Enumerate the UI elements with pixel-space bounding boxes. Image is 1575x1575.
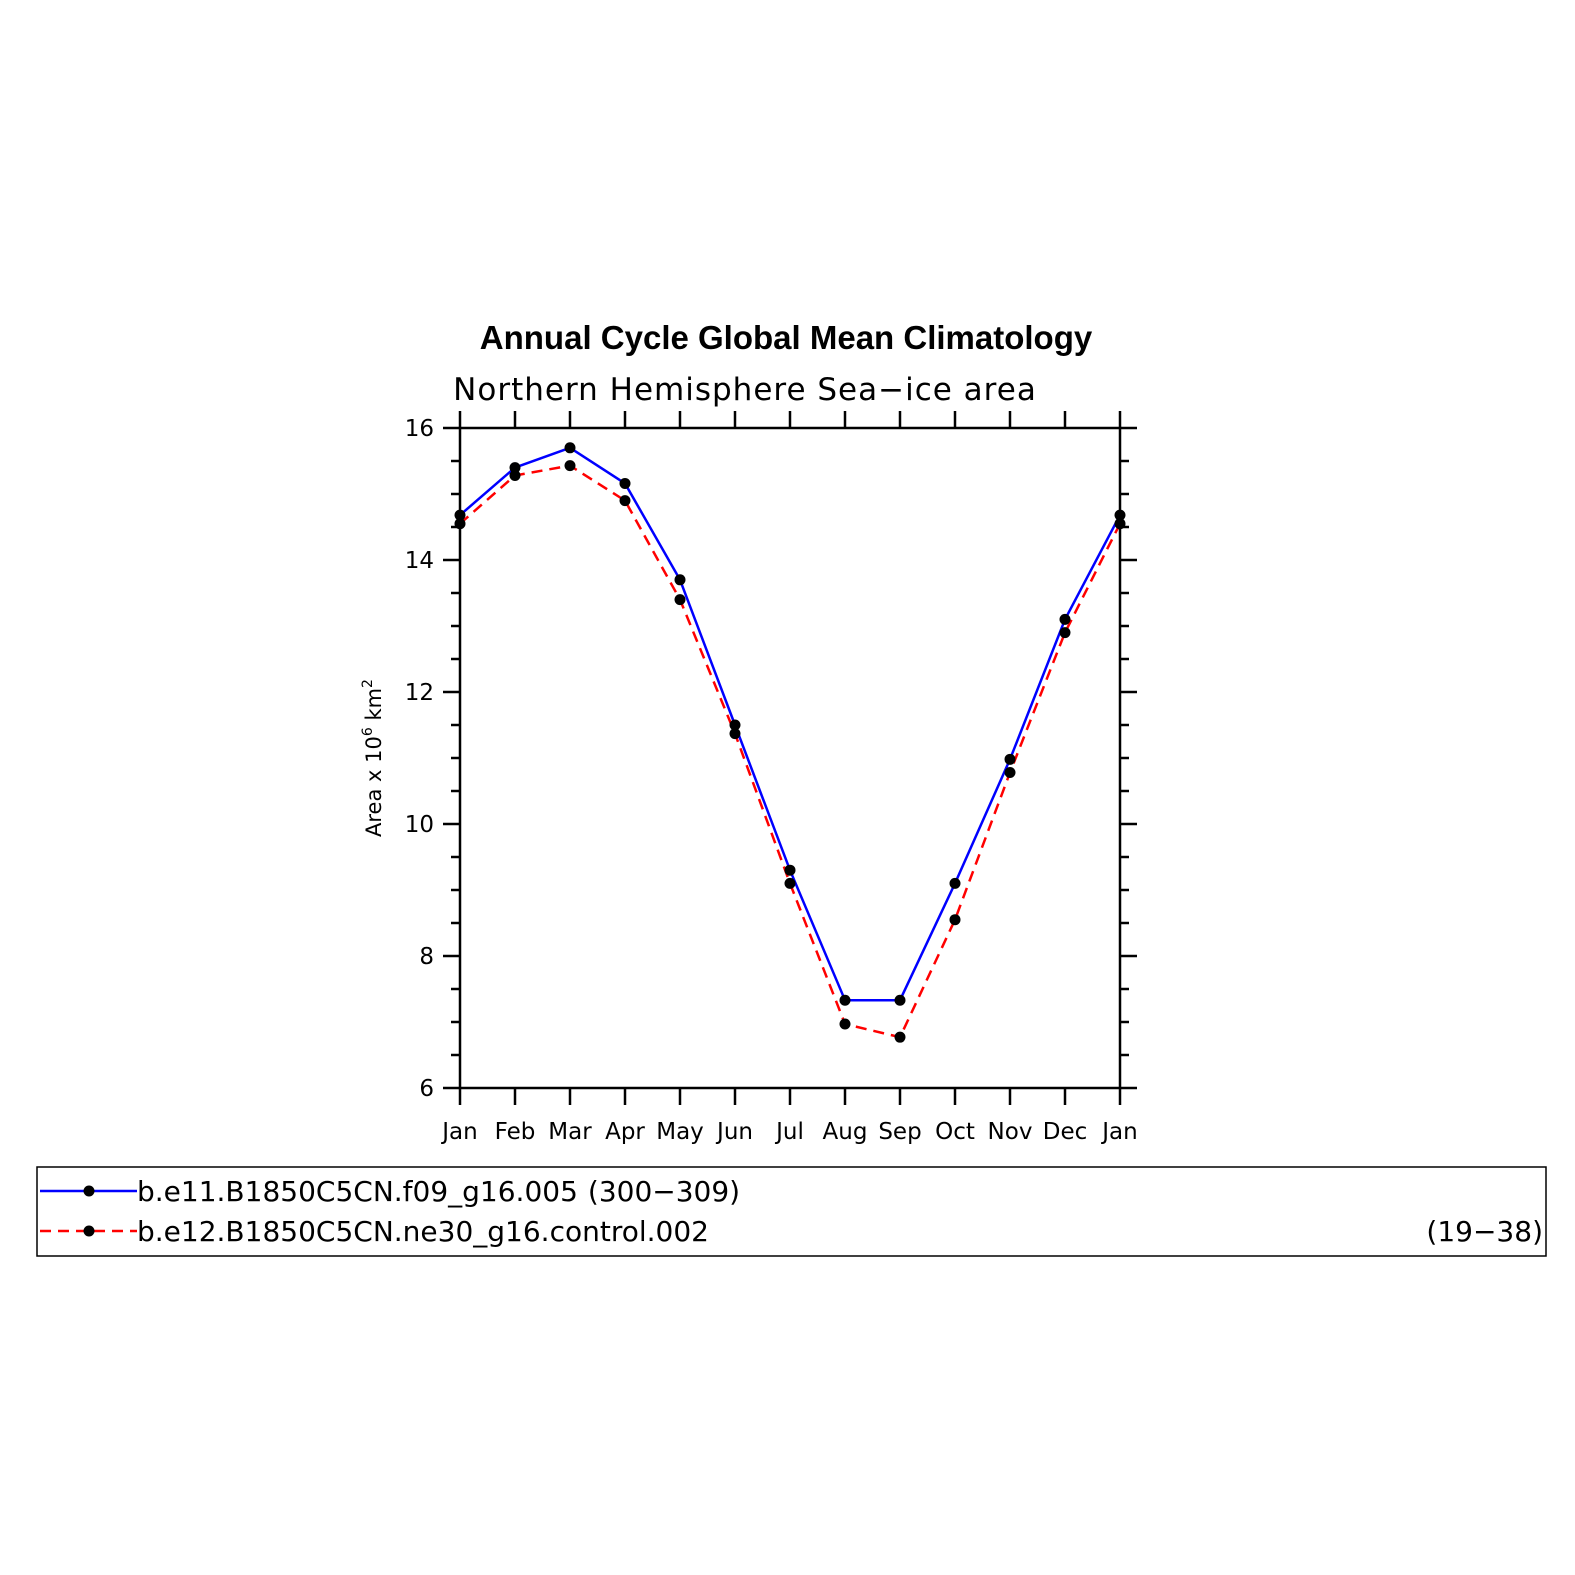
chart-title: Annual Cycle Global Mean Climatology <box>480 319 1093 356</box>
x-tick-label: Jan <box>1100 1119 1137 1145</box>
plot-frame <box>458 426 1122 1090</box>
legend: b.e11.B1850C5CN.f09_g16.005 (300−309) b.e… <box>36 1166 1547 1257</box>
legend-marker-0 <box>83 1185 95 1197</box>
series-0-point <box>729 719 741 731</box>
legend-marker-1 <box>83 1225 95 1237</box>
chart-subtitle: Northern Hemisphere Sea−ice area <box>453 372 1037 408</box>
series-0-point <box>1004 753 1016 765</box>
series-1-point <box>1059 627 1071 639</box>
legend-box <box>36 1166 1547 1257</box>
series-1-point <box>454 518 466 530</box>
series-1-point <box>839 1018 851 1030</box>
series-0-point <box>839 994 851 1006</box>
series-0-point <box>454 509 466 521</box>
y-tick-label: 14 <box>405 548 434 574</box>
series-0-point <box>949 877 961 889</box>
y-tick-label: 16 <box>405 416 434 442</box>
x-tick-label: Oct <box>935 1119 975 1145</box>
y-tick-label: 6 <box>419 1076 434 1102</box>
legend-years-1: (19−38) <box>1426 1215 1543 1248</box>
legend-label-1: b.e12.B1850C5CN.ne30_g16.control.002 <box>137 1215 709 1248</box>
x-tick-label: May <box>656 1119 704 1145</box>
y-tick-label: 8 <box>419 944 434 970</box>
y-axis-label: Area x 106 km2 <box>360 679 386 837</box>
y-axis-ticks: 6 8 10 12 14 16 <box>405 416 1137 1102</box>
series-markers <box>454 442 1126 1043</box>
series-1-point <box>674 594 686 606</box>
y-tick-label: 10 <box>405 812 434 838</box>
x-tick-label: Feb <box>495 1119 536 1145</box>
series-0-point <box>894 994 906 1006</box>
legend-entry-1: b.e12.B1850C5CN.ne30_g16.control.002 (19… <box>40 1215 1543 1248</box>
x-tick-label: Nov <box>988 1119 1033 1145</box>
x-tick-label: Jun <box>715 1119 753 1145</box>
series-lines <box>459 446 1122 1039</box>
y-tick-label: 12 <box>405 680 434 706</box>
series-line-1 <box>459 464 1122 1039</box>
x-tick-label: Dec <box>1043 1119 1088 1145</box>
x-tick-label: Jan <box>440 1119 477 1145</box>
series-0-point <box>619 477 631 489</box>
series-0-point <box>509 462 521 474</box>
series-1-point <box>619 495 631 507</box>
series-line-0 <box>459 446 1122 1002</box>
series-0-point <box>674 574 686 586</box>
series-0-point <box>1059 613 1071 625</box>
series-0-point <box>1114 509 1126 521</box>
x-tick-label: Sep <box>878 1119 921 1145</box>
series-1-point <box>1114 518 1126 530</box>
series-1-point <box>894 1031 906 1043</box>
series-1-point <box>564 460 576 472</box>
x-tick-label: Apr <box>605 1119 645 1145</box>
series-1-point <box>1004 767 1016 779</box>
x-axis-ticks: Jan Feb Mar Apr May Jun Jul Aug Sep Oct Nov Dec Jan <box>440 411 1138 1145</box>
series-1-point <box>949 914 961 926</box>
series-0-point <box>784 864 796 876</box>
series-1-point <box>784 877 796 889</box>
plot-area: 6 8 10 12 14 16 Jan Feb Mar Apr May Jun Jul Aug Sep Oc… <box>405 411 1138 1145</box>
series-0-point <box>564 442 576 454</box>
legend-label-0: b.e11.B1850C5CN.f09_g16.005 (300−309) <box>137 1175 740 1208</box>
series-1-point <box>729 728 741 740</box>
series-1-point <box>509 470 521 482</box>
x-tick-label: Aug <box>823 1119 868 1145</box>
x-tick-label: Jul <box>774 1119 804 1145</box>
x-tick-label: Mar <box>548 1119 592 1145</box>
legend-entry-0: b.e11.B1850C5CN.f09_g16.005 (300−309) <box>40 1175 740 1208</box>
